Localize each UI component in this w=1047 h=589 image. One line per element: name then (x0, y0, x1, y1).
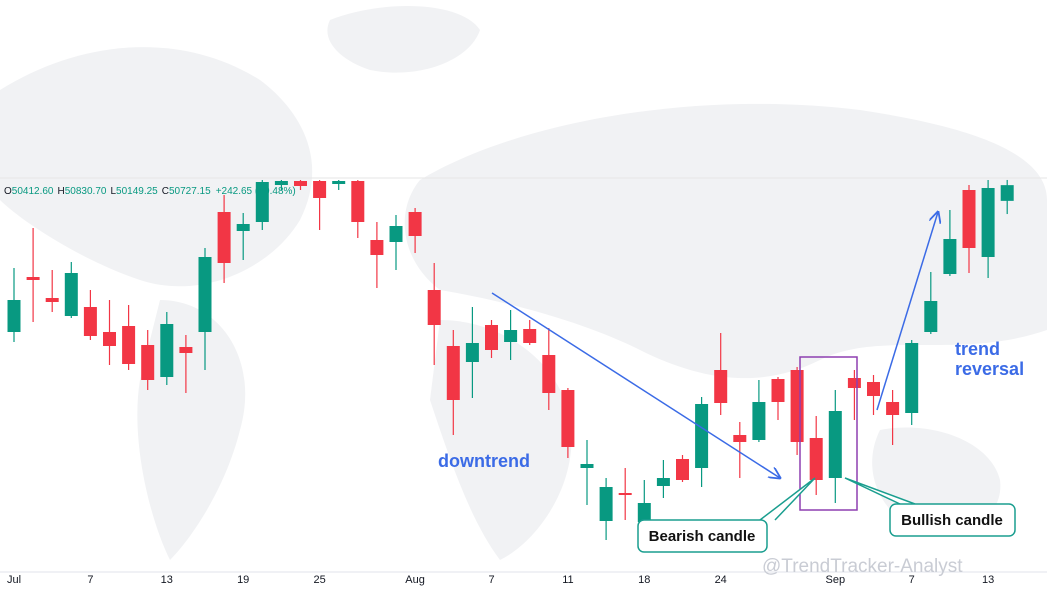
candle-body (408, 212, 422, 236)
candle-body (790, 370, 804, 442)
candle-body (485, 325, 498, 350)
downtrend-label: downtrend (438, 451, 530, 471)
x-axis: Jul 7 13 19 25 Aug 7 11 18 24 Sep 7 13 (7, 574, 994, 586)
reversal-label: reversal (955, 359, 1024, 379)
x-tick-label: 18 (638, 574, 650, 586)
x-tick-label: Sep (826, 574, 846, 586)
candle-body (637, 503, 651, 522)
x-tick-label: 24 (715, 574, 727, 586)
candle-body (924, 301, 938, 332)
candle-body (122, 326, 136, 364)
x-tick-label: 7 (488, 574, 494, 586)
candle-body (886, 402, 900, 415)
ohlc-header: O50412.60 H50830.70 L50149.25 C50727.15 +242… (4, 186, 296, 197)
candle-body (465, 343, 479, 362)
bearish-pointer (759, 477, 816, 521)
ohlc-value: 50727.15 (169, 186, 211, 197)
ohlc-label: C (162, 186, 169, 197)
candle-body (141, 345, 155, 380)
x-tick-label: 11 (562, 574, 573, 586)
candle-body (160, 324, 174, 377)
candle-body (26, 277, 40, 280)
reversal-label: trend (955, 339, 1000, 359)
candle-body (561, 390, 575, 447)
candles (7, 179, 1014, 540)
candle-body (236, 224, 250, 231)
candle-body (427, 290, 441, 325)
ohlc-value: 50830.70 (65, 186, 107, 197)
reversal-arrow (876, 212, 938, 411)
candle-body (255, 182, 269, 222)
x-tick-label: 13 (982, 574, 994, 586)
candle-body (828, 411, 842, 478)
candle-body (332, 181, 346, 184)
candle-body (943, 239, 957, 274)
bullish-label: Bullish candle (901, 512, 1003, 529)
candle-body (847, 378, 861, 388)
ohlc-value: 50149.25 (116, 186, 158, 197)
x-tick-label: 7 (87, 574, 93, 586)
candle-body (867, 382, 880, 396)
candle-body (714, 370, 728, 403)
candle-body (599, 487, 613, 521)
candle-body (217, 212, 231, 263)
downtrend-arrow (491, 292, 780, 478)
candle-body (313, 181, 327, 198)
candle-body (523, 329, 537, 343)
candle-body (64, 273, 78, 316)
candle-body (83, 307, 97, 336)
candle-body (905, 343, 919, 413)
bullish-callout (889, 503, 1016, 537)
highlight-box (799, 356, 858, 511)
candle-body (656, 478, 670, 486)
candle-body (695, 404, 709, 468)
x-tick-label: 25 (313, 574, 325, 586)
bullish-pointer (844, 477, 916, 505)
x-tick-label: 19 (237, 574, 249, 586)
bearish-label: Bearish candle (649, 528, 756, 545)
candle-body (351, 181, 365, 222)
candle-body (752, 402, 766, 440)
candle-body (962, 190, 976, 248)
candle-body (446, 346, 460, 400)
bearish-callout (637, 519, 768, 553)
candle-body (580, 464, 594, 468)
x-tick-label: 7 (909, 574, 915, 586)
candle-body (618, 493, 632, 495)
candle-body (676, 459, 689, 480)
candle-body (504, 330, 518, 342)
ohlc-value: +242.65 (+0.48%) (216, 186, 296, 197)
candle-body (274, 181, 288, 185)
x-tick-label: 13 (161, 574, 173, 586)
x-tick-label: Jul (7, 574, 21, 586)
candle-body (389, 226, 403, 242)
candle-body (809, 438, 823, 480)
ohlc-label: H (58, 186, 65, 197)
ohlc-value: 50412.60 (12, 186, 54, 197)
candle-body (370, 240, 384, 255)
candle-body (294, 181, 307, 186)
candle-body (198, 257, 212, 332)
candle-body (45, 298, 59, 302)
candle-body (733, 435, 747, 442)
candle-body (103, 332, 116, 346)
ohlc-label: O (4, 186, 12, 197)
map-background (0, 6, 1047, 560)
candle-body (179, 347, 193, 353)
ohlc-label: L (110, 186, 116, 197)
candle-body (981, 188, 995, 257)
candle-body (7, 300, 21, 332)
candle-body (771, 379, 785, 402)
watermark: @TrendTracker-Analyst (762, 556, 963, 577)
x-tick-label: Aug (405, 574, 425, 586)
candle-body (542, 355, 556, 393)
candle-body (1000, 185, 1014, 201)
